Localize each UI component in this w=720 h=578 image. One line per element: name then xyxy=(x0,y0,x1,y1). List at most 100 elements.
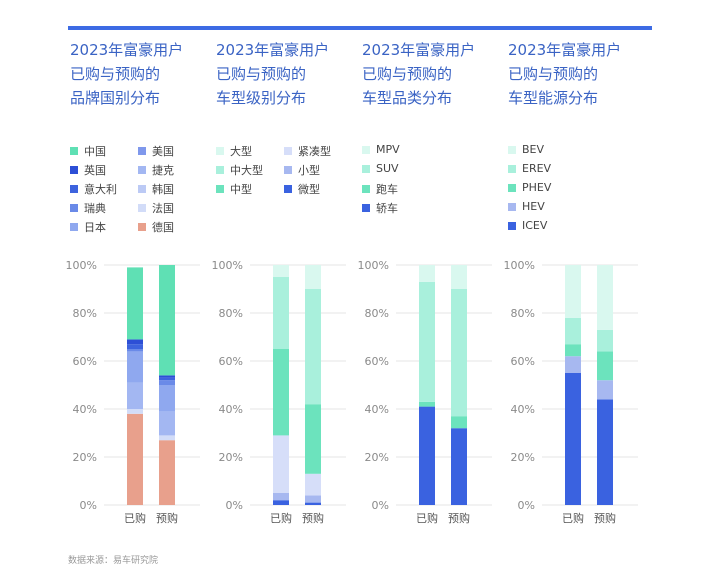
chart-panel-1: 0% 20% 40% 60% 80% 100% 已购 预购 xyxy=(212,259,346,525)
bar-segment xyxy=(451,289,467,417)
bar-segment xyxy=(597,265,613,330)
legend-label: 中国 xyxy=(84,145,106,158)
top-accent-bar xyxy=(68,26,652,30)
title-line: 已购与预购的 xyxy=(216,65,307,83)
x-category-label: 已购 xyxy=(270,511,292,525)
bar-segment xyxy=(127,382,143,409)
legend-label: EREV xyxy=(522,162,552,175)
legend-item: 小型 xyxy=(284,162,320,178)
legend-label: 韩国 xyxy=(152,183,174,196)
bar-segment xyxy=(127,349,143,352)
bar-segment xyxy=(127,351,143,383)
legend-item: 瑞典 xyxy=(70,200,106,216)
title-line: 车型能源分布 xyxy=(508,89,599,107)
legend-swatch xyxy=(284,166,292,174)
legend-item: HEV xyxy=(508,200,545,213)
y-tick-label: 20% xyxy=(219,451,243,464)
chart-title-size-class: 2023年富豪用户 已购与预购的 车型级别分布 xyxy=(216,38,366,110)
legend-swatch xyxy=(70,223,78,231)
y-tick-label: 100% xyxy=(358,259,389,272)
legend-label: BEV xyxy=(522,143,545,156)
title-line: 车型品类分布 xyxy=(362,89,453,107)
legend-label: 捷克 xyxy=(152,164,174,177)
legend-swatch xyxy=(508,202,516,211)
legend-label: 德国 xyxy=(152,221,174,234)
bar-segment xyxy=(273,265,289,277)
bar-segment xyxy=(451,416,467,429)
chart-title-energy-type: 2023年富豪用户 已购与预购的 车型能源分布 xyxy=(508,38,658,110)
legend-swatch xyxy=(70,204,78,212)
bar-segment xyxy=(159,375,175,378)
bar-segment xyxy=(127,339,143,345)
legend-item: PHEV xyxy=(508,181,551,194)
legend-swatch xyxy=(508,183,516,192)
bar-segment xyxy=(597,399,613,505)
legend-label: 美国 xyxy=(152,145,174,158)
legend-item: 德国 xyxy=(138,219,174,235)
legend-label: 微型 xyxy=(298,183,320,196)
legend-swatch xyxy=(362,185,370,193)
y-tick-label: 80% xyxy=(365,307,389,320)
legend-swatch xyxy=(508,145,516,154)
y-tick-label: 80% xyxy=(73,307,97,320)
legend-item: 中大型 xyxy=(216,162,263,178)
legend-swatch xyxy=(508,221,516,230)
y-tick-label: 80% xyxy=(511,307,535,320)
legend-item: 中型 xyxy=(216,181,252,197)
legend-label: 大型 xyxy=(230,145,252,158)
title-line: 2023年富豪用户 xyxy=(362,41,476,59)
bar-segment xyxy=(159,265,175,376)
legend-item: EREV xyxy=(508,162,551,175)
y-tick-label: 60% xyxy=(365,355,389,368)
legend-item: BEV xyxy=(508,143,544,156)
legend-swatch xyxy=(216,185,224,193)
legend-swatch xyxy=(362,164,370,173)
legend-label: 日本 xyxy=(84,221,106,234)
legend-swatch xyxy=(70,185,78,193)
x-category-label: 预购 xyxy=(156,511,178,525)
y-tick-label: 0% xyxy=(80,499,97,512)
legend-item: 轿车 xyxy=(362,200,398,216)
title-line: 已购与预购的 xyxy=(508,65,599,83)
x-category-label: 预购 xyxy=(448,511,470,525)
bar-segment xyxy=(419,406,435,505)
legend-swatch xyxy=(138,204,146,212)
legend-item: 紧凑型 xyxy=(284,143,331,159)
legend-swatch xyxy=(362,145,370,154)
legend-label: SUV xyxy=(376,162,399,175)
bar-segment xyxy=(305,495,321,503)
legend-swatch xyxy=(138,185,146,193)
legend-item: 英国 xyxy=(70,162,106,178)
title-line: 2023年富豪用户 xyxy=(216,41,330,59)
legend-swatch xyxy=(216,166,224,174)
legend-item: ICEV xyxy=(508,219,547,232)
y-tick-label: 100% xyxy=(504,259,535,272)
bar-segment xyxy=(305,502,321,505)
y-tick-label: 40% xyxy=(511,403,535,416)
legend-label: ICEV xyxy=(522,219,548,232)
legend-label: 英国 xyxy=(84,164,106,177)
bar-segment xyxy=(273,277,289,349)
y-tick-label: 20% xyxy=(73,451,97,464)
chart-panel-0: 0% 20% 40% 60% 80% 100% 已购 预购 xyxy=(66,259,200,525)
title-line: 已购与预购的 xyxy=(362,65,453,83)
legend-swatch xyxy=(508,164,516,173)
bar-segment xyxy=(597,351,613,381)
bar-segment xyxy=(273,493,289,501)
y-tick-label: 0% xyxy=(226,499,243,512)
x-category-label: 预购 xyxy=(594,511,616,525)
bar-segment xyxy=(419,281,435,402)
legend-label: PHEV xyxy=(522,181,552,194)
legend-item: 捷克 xyxy=(138,162,174,178)
x-category-label: 已购 xyxy=(562,511,584,525)
legend-swatch xyxy=(284,185,292,193)
bar-segment xyxy=(159,435,175,441)
legend-swatch xyxy=(138,147,146,155)
bar-segment xyxy=(127,409,143,414)
legend-swatch xyxy=(138,166,146,174)
bar-segment xyxy=(597,329,613,352)
legend-label: 跑车 xyxy=(376,183,398,196)
bar-segment xyxy=(419,401,435,407)
chart-title-brand-country: 2023年富豪用户 已购与预购的 品牌国别分布 xyxy=(70,38,220,110)
y-tick-label: 20% xyxy=(365,451,389,464)
